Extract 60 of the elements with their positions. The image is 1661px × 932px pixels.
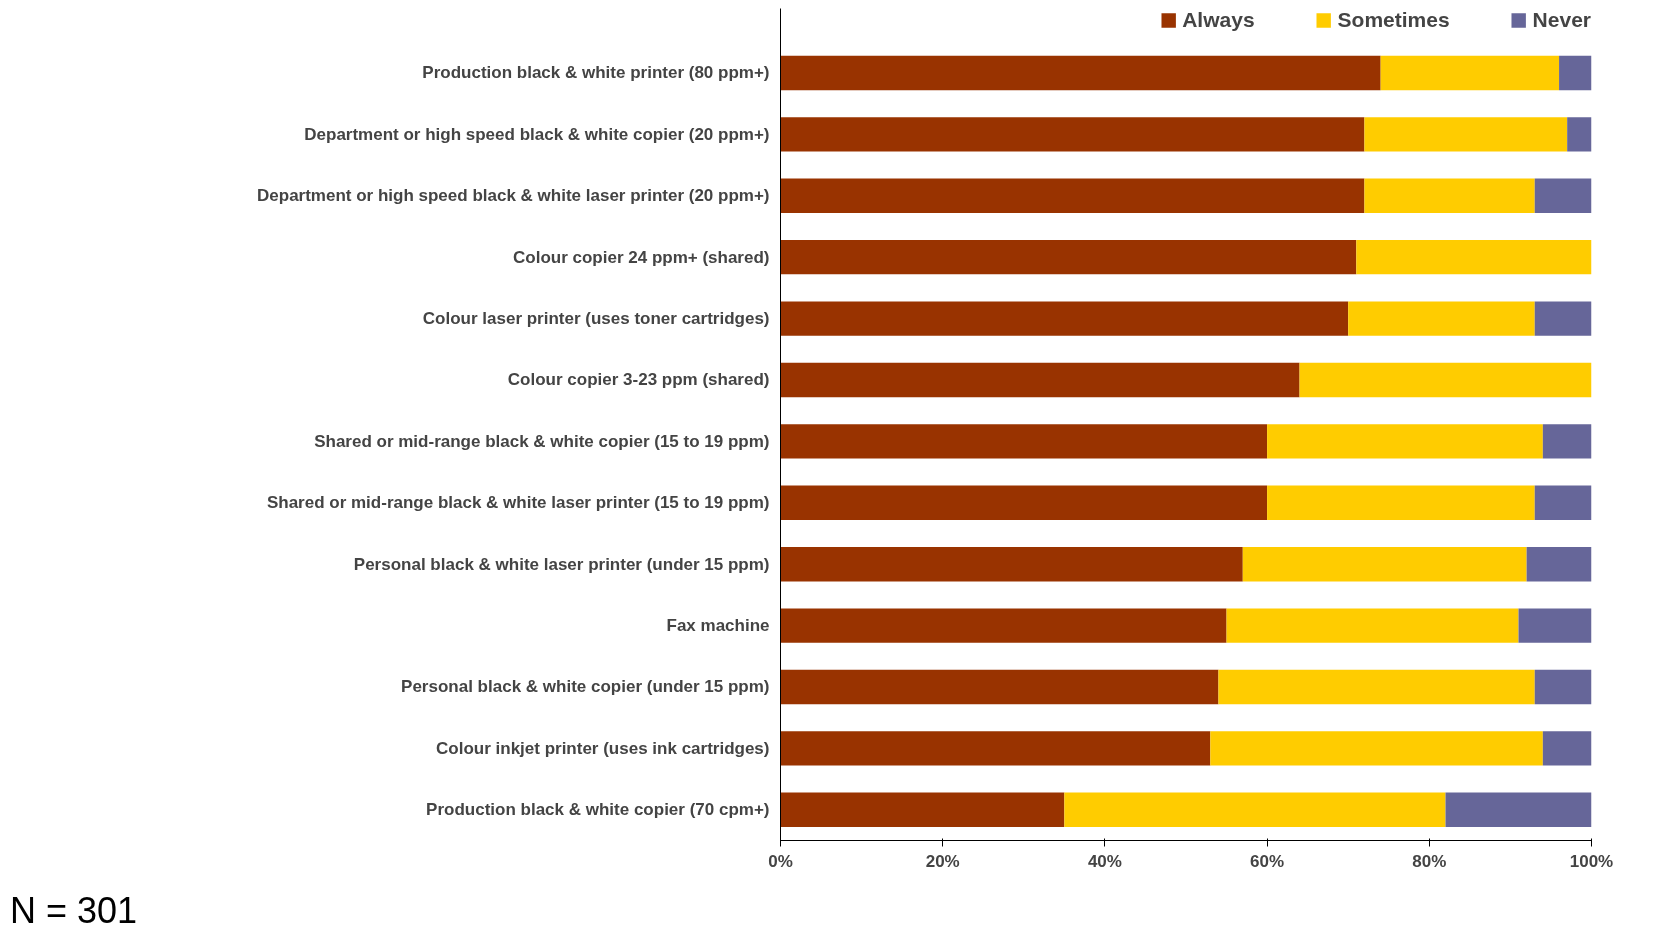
bar	[1559, 55, 1592, 91]
x-tick-label: 40%	[1087, 851, 1122, 871]
legend-label: Never	[1532, 8, 1591, 32]
bar	[1542, 731, 1592, 766]
y-tick-label: Production black & white printer (80 ppm+)	[422, 63, 770, 83]
bar	[780, 301, 1349, 336]
bar	[1364, 178, 1535, 213]
y-tick-label: Shared or mid-range black & white laser printer (15 to 19 ppm)	[266, 493, 770, 513]
bar	[780, 178, 1365, 213]
y-tick-label: Shared or mid-range black & white copier (15 to 19 ppm)	[314, 431, 770, 451]
bar	[1534, 669, 1592, 705]
text: N = 301	[10, 889, 138, 932]
x-tick-label: 60%	[1250, 851, 1285, 871]
bar	[1445, 792, 1592, 827]
y-tick-label: Fax machine	[666, 616, 770, 636]
x-tick-label: 100%	[1569, 851, 1614, 871]
bar	[1210, 731, 1543, 766]
bar	[1364, 117, 1568, 152]
y-tick-label: Personal black & white copier (under 15 ppm)	[401, 677, 770, 697]
y-tick-label: Department or high speed black & white copier (20 ppm+)	[304, 124, 770, 144]
bar	[780, 731, 1211, 766]
y-tick-label: Department or high speed black & white laser printer (20 ppm+)	[257, 186, 770, 206]
bar	[1267, 424, 1543, 459]
bar	[1242, 547, 1527, 582]
y-tick-label: Colour laser printer (uses toner cartridges)	[422, 309, 770, 329]
y-tick-label: Production black & white copier (70 cpm+)	[426, 800, 770, 820]
legend-label: Sometimes	[1337, 8, 1450, 32]
bar	[780, 485, 1268, 520]
bar	[780, 424, 1268, 459]
x-tick-label: 80%	[1412, 851, 1447, 871]
bar	[1567, 117, 1592, 152]
bar	[780, 669, 1219, 705]
bar	[1380, 55, 1560, 91]
bar	[1534, 301, 1592, 336]
bar	[1356, 239, 1592, 275]
bar	[1542, 424, 1592, 459]
bar	[1226, 608, 1519, 643]
bar	[780, 117, 1365, 152]
x-tick-label: 20%	[925, 851, 960, 871]
bar	[1218, 669, 1535, 705]
y-tick-label: Colour copier 24 ppm+ (shared)	[513, 247, 770, 267]
legend-label: Always	[1182, 8, 1255, 32]
bar	[1534, 485, 1592, 520]
bar	[780, 362, 1300, 398]
bar	[1518, 608, 1592, 643]
y-tick-label: Colour copier 3-23 ppm (shared)	[507, 370, 770, 390]
bar	[780, 239, 1357, 275]
y-tick-label: Colour inkjet printer (uses ink cartridges)	[436, 738, 770, 758]
x-tick-label: 0%	[768, 851, 793, 871]
bar	[780, 55, 1381, 91]
bar	[1534, 178, 1592, 213]
bar	[1526, 547, 1592, 582]
bar	[1064, 792, 1446, 827]
bar	[780, 608, 1227, 643]
bar	[1267, 485, 1535, 520]
bar	[1299, 362, 1592, 398]
bar	[1348, 301, 1535, 336]
bar	[780, 792, 1065, 827]
bar	[780, 547, 1243, 582]
y-tick-label: Personal black & white laser printer (under 15 ppm)	[353, 554, 770, 574]
